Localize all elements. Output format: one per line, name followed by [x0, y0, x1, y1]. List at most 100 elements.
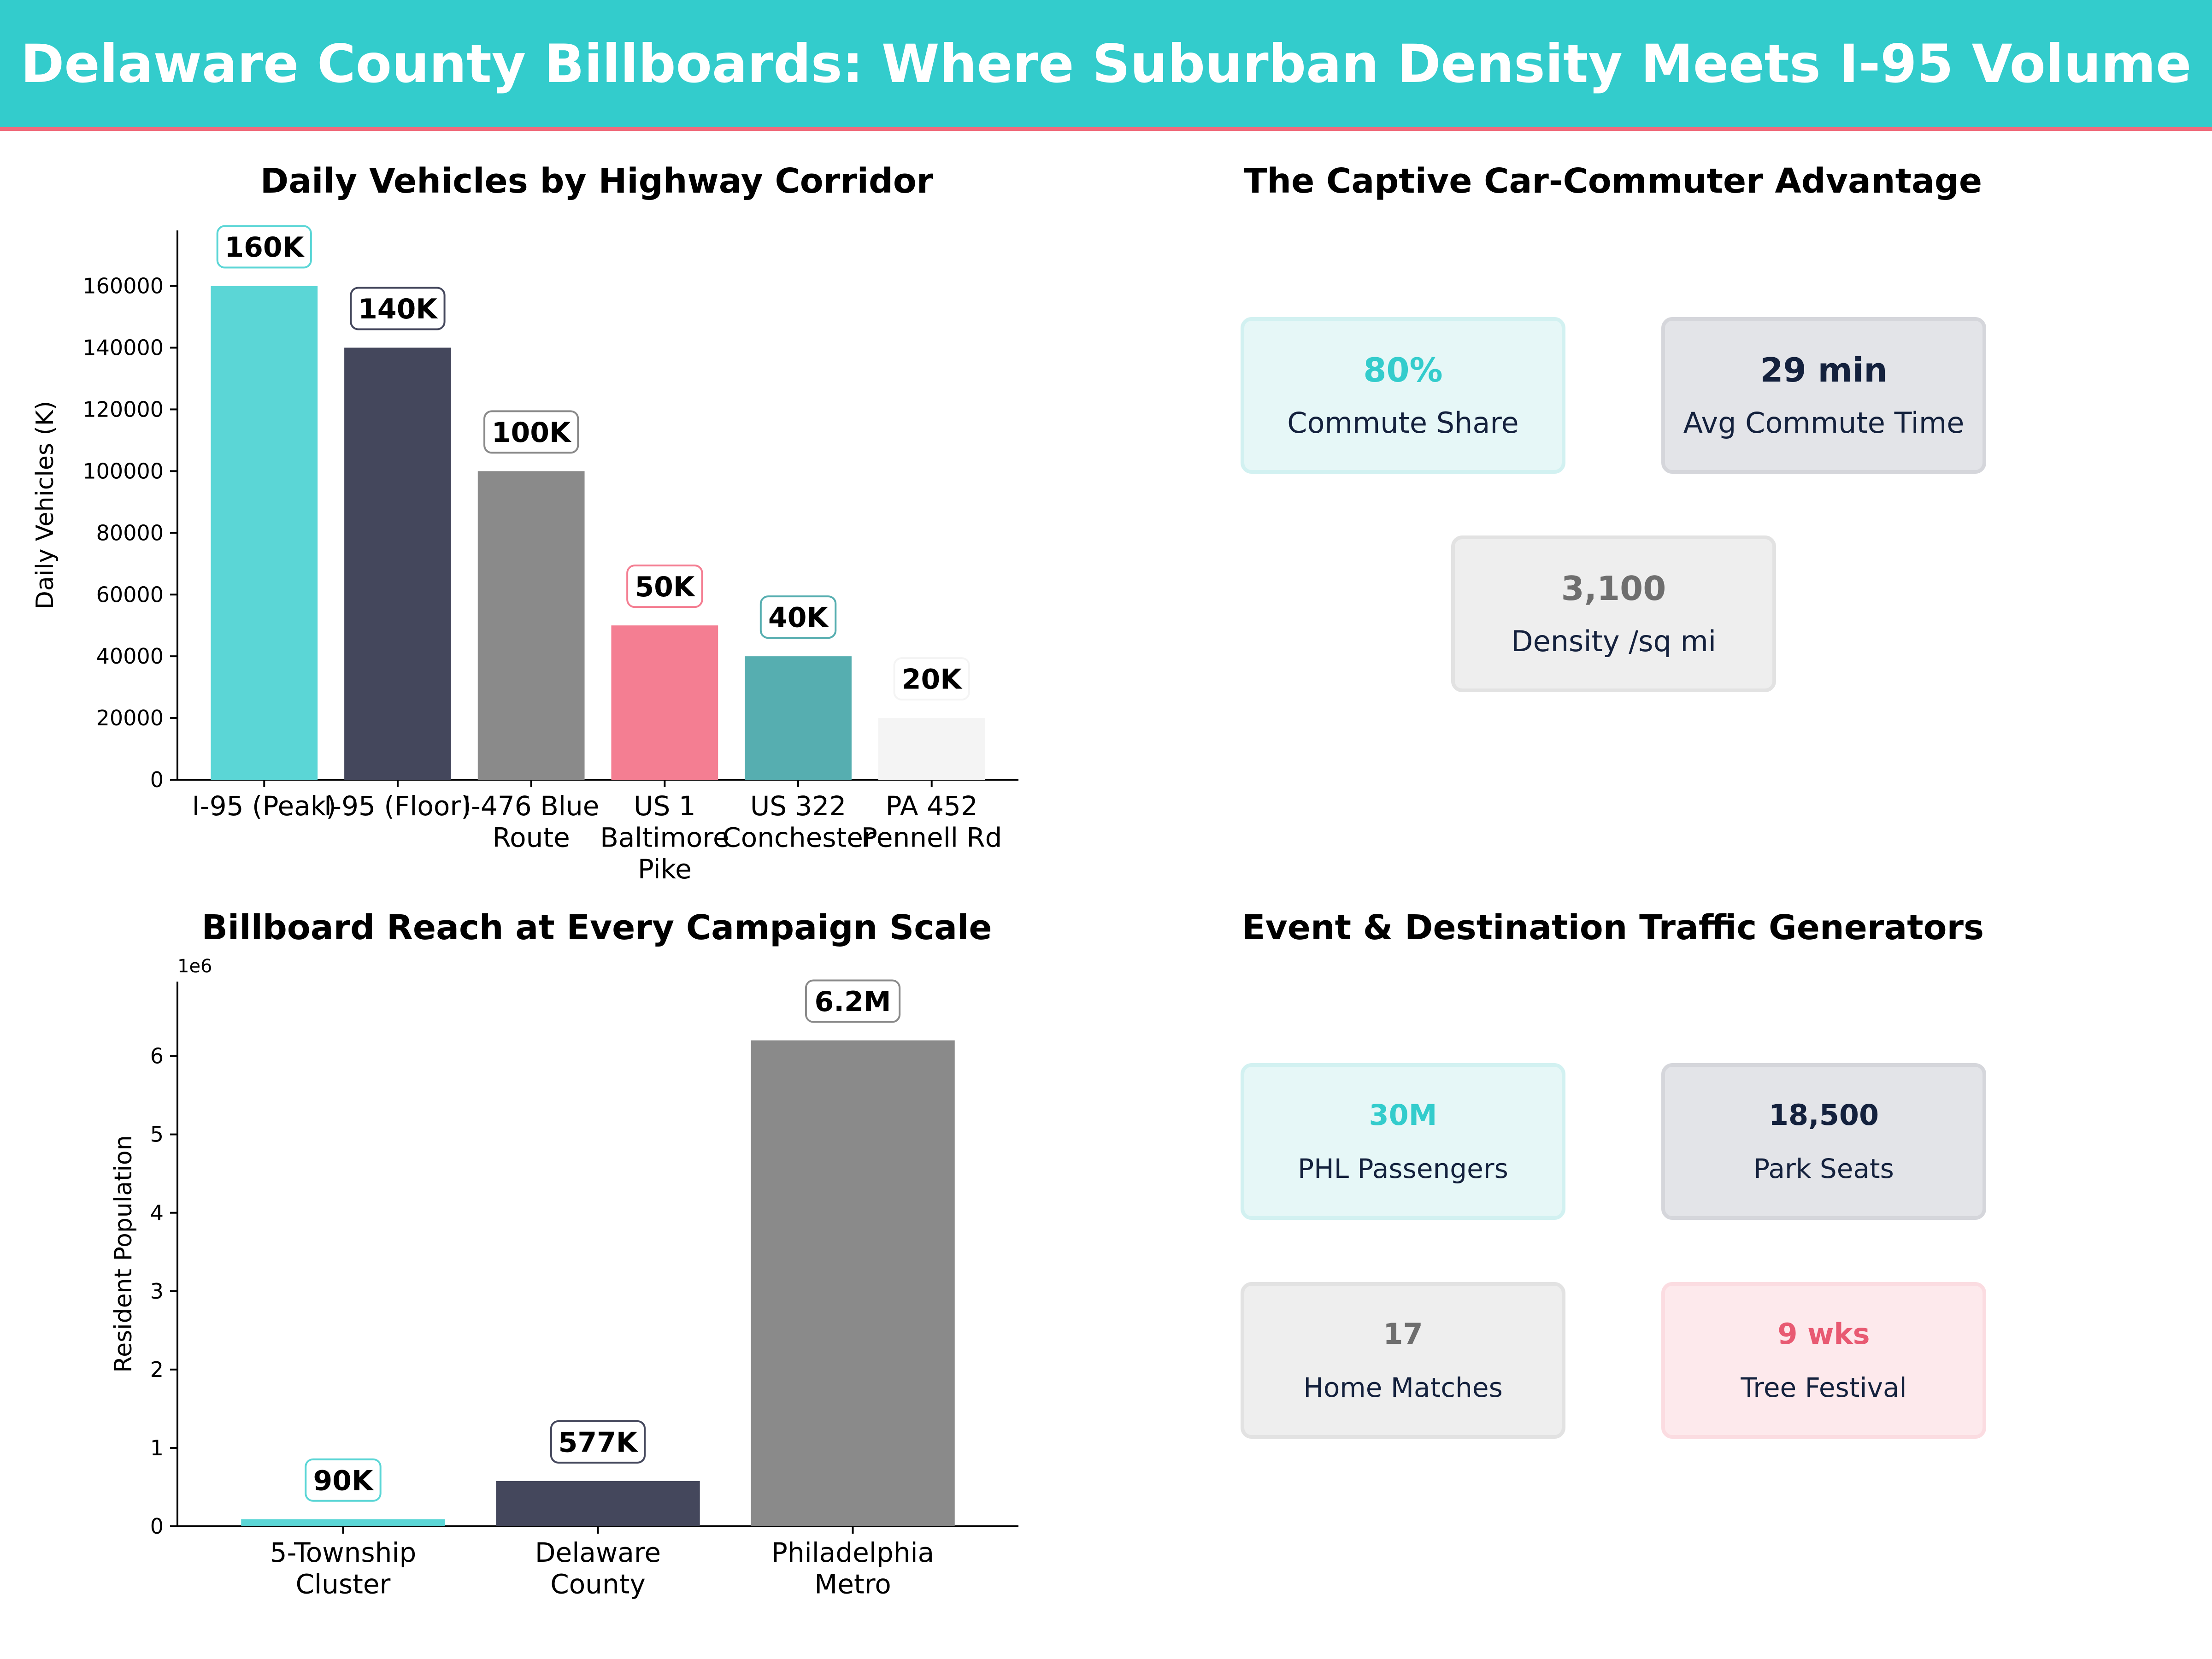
- y-tick-label: 120000: [82, 397, 164, 422]
- x-tick-label-line: Pennell Rd: [861, 822, 1002, 853]
- x-tick-label-line: US 322: [750, 790, 846, 822]
- event-value: 30M: [1369, 1098, 1437, 1132]
- x-tick-label-line: Philadelphia: [771, 1537, 934, 1568]
- data-label: 577K: [559, 1426, 639, 1459]
- x-tick-label-line: Delaware: [535, 1537, 661, 1568]
- y-tick-label: 0: [150, 1514, 164, 1539]
- data-label: 6.2M: [815, 986, 891, 1018]
- data-label-box: [626, 565, 703, 608]
- data-label-box: [893, 657, 970, 701]
- y-tick-label: 80000: [96, 520, 164, 545]
- data-label-box: [550, 1420, 646, 1464]
- y-axis-label: Daily Vehicles (K): [31, 401, 59, 609]
- data-label: 90K: [313, 1465, 374, 1497]
- chart-title-traffic: Daily Vehicles by Highway Corridor: [260, 161, 934, 201]
- data-label: 50K: [635, 571, 695, 603]
- y-tick-label: 100000: [82, 459, 164, 483]
- y-tick-label: 60000: [96, 582, 164, 607]
- y-tick-label: 5: [150, 1122, 164, 1147]
- x-tick-label: I-476 Blue Route: [463, 790, 600, 853]
- x-tick-label: Philadelphia Metro: [771, 1537, 934, 1600]
- data-label-box: [305, 1458, 382, 1502]
- y-tick-label: 20000: [96, 706, 164, 730]
- x-tick-label: US 322 Conchester: [722, 790, 874, 853]
- x-tick-label-line: I-95 (Floor): [324, 790, 471, 822]
- event-card-matches: 17 Home Matches: [1241, 1282, 1565, 1439]
- x-tick-label-line: US 1: [634, 790, 696, 822]
- kpi-panel-title: The Captive Car-Commuter Advantage: [1243, 161, 1983, 201]
- kpi-card-commute-share: 80% Commute Share: [1241, 317, 1565, 474]
- kpi-value: 3,100: [1561, 569, 1666, 608]
- bar: [751, 1040, 955, 1526]
- x-tick-label-line: Conchester: [722, 822, 874, 853]
- x-tick-label-line: County: [550, 1568, 646, 1600]
- header-banner: Delaware County Billboards: Where Suburb…: [0, 0, 2212, 127]
- kpi-value: 80%: [1363, 351, 1443, 389]
- bar: [241, 1519, 445, 1526]
- x-tick-label-line: PA 452: [886, 790, 978, 822]
- y-axis-label: Resident Population: [110, 1135, 137, 1372]
- event-label: Park Seats: [1753, 1153, 1894, 1184]
- kpi-label: Density /sq mi: [1511, 624, 1717, 658]
- data-label: 140K: [358, 293, 438, 325]
- bar: [745, 656, 852, 780]
- bar: [344, 347, 451, 780]
- data-label: 20K: [902, 664, 963, 696]
- x-tick-label: I-95 (Peak): [192, 790, 336, 822]
- y-tick-label: 2: [150, 1357, 164, 1382]
- event-value: 18,500: [1768, 1098, 1879, 1132]
- y-offset-text: 1e6: [177, 956, 212, 977]
- data-label-box: [759, 595, 837, 639]
- x-tick-label-line: Cluster: [296, 1568, 391, 1600]
- x-tick-label-line: Metro: [814, 1568, 891, 1600]
- x-tick-label-line: Route: [492, 822, 570, 853]
- y-tick-label: 40000: [96, 644, 164, 669]
- kpi-label: Avg Commute Time: [1683, 406, 1965, 440]
- event-card-park: 18,500 Park Seats: [1661, 1063, 1986, 1220]
- event-value: 9 wks: [1777, 1317, 1870, 1351]
- y-tick-label: 0: [150, 767, 164, 792]
- page-title: Delaware County Billboards: Where Suburb…: [20, 33, 2192, 94]
- event-value: 17: [1383, 1317, 1423, 1351]
- x-tick-label-line: Baltimore: [600, 822, 729, 853]
- x-tick-label-line: Pike: [638, 853, 692, 885]
- data-label: 100K: [492, 417, 572, 449]
- data-label: 40K: [768, 602, 829, 634]
- y-tick-label: 140000: [82, 335, 164, 360]
- events-panel-title: Event & Destination Traffic Generators: [1241, 908, 1984, 947]
- event-card-phl: 30M PHL Passengers: [1241, 1063, 1565, 1220]
- x-tick-label-line: 5-Township: [270, 1537, 417, 1568]
- bar: [477, 471, 585, 780]
- event-card-festival: 9 wks Tree Festival: [1661, 1282, 1986, 1439]
- bar: [211, 286, 318, 780]
- data-label: 160K: [224, 231, 305, 264]
- kpi-value: 29 min: [1760, 351, 1888, 389]
- bar: [496, 1481, 700, 1526]
- data-label-box: [805, 979, 901, 1023]
- y-tick-label: 3: [150, 1279, 164, 1304]
- kpi-label: Commute Share: [1287, 406, 1519, 440]
- y-tick-label: 6: [150, 1044, 164, 1069]
- x-tick-label-line: I-95 (Peak): [192, 790, 336, 822]
- x-tick-label: I-95 (Floor): [324, 790, 471, 822]
- traffic-chart: 0 20000 40000 60000 80000 100000 120000 140000 1…: [31, 225, 1018, 885]
- data-label-box: [350, 287, 446, 330]
- header-rule: [0, 127, 2212, 131]
- data-label-box: [216, 225, 312, 269]
- event-label: Tree Festival: [1741, 1372, 1907, 1403]
- chart-title-reach: Billboard Reach at Every Campaign Scale: [201, 908, 992, 947]
- kpi-card-density: 3,100 Density /sq mi: [1451, 535, 1776, 692]
- x-tick-label: 5-Township Cluster: [270, 1537, 417, 1600]
- x-tick-label-line: I-476 Blue: [463, 790, 600, 822]
- bar: [878, 718, 985, 780]
- x-tick-label: US 1 Baltimore Pike: [600, 790, 729, 885]
- y-tick-label: 4: [150, 1200, 164, 1225]
- event-label: Home Matches: [1303, 1372, 1503, 1403]
- x-tick-label: Delaware County: [535, 1537, 661, 1600]
- event-label: PHL Passengers: [1298, 1153, 1508, 1184]
- x-tick-label: PA 452 Pennell Rd: [861, 790, 1002, 853]
- y-tick-label: 1: [150, 1435, 164, 1460]
- data-label-box: [483, 410, 579, 454]
- bar: [611, 625, 718, 780]
- y-tick-label: 160000: [82, 274, 164, 299]
